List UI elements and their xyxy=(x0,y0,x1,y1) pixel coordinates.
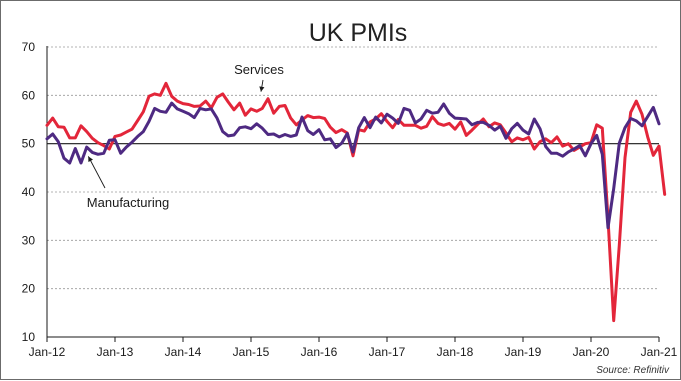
annotation-arrowhead-services xyxy=(259,86,265,92)
y-tick-label-40: 40 xyxy=(22,185,36,199)
y-tick-label-20: 20 xyxy=(22,282,36,296)
annotations: Services Manufacturing xyxy=(87,62,285,210)
x-tick-label-Jan-14: Jan-14 xyxy=(165,345,202,359)
x-tick-label-Jan-16: Jan-16 xyxy=(301,345,338,359)
x-tick-label-Jan-15: Jan-15 xyxy=(233,345,270,359)
annotation-label-manufacturing: Manufacturing xyxy=(87,195,169,210)
x-tick-label-Jan-17: Jan-17 xyxy=(369,345,406,359)
x-tick-label-Jan-19: Jan-19 xyxy=(505,345,542,359)
axes: 10 20 30 40 50 60 70 Jan-12 Jan-13 Jan-14 Jan-15 Ja… xyxy=(22,40,678,359)
chart-title: UK PMIs xyxy=(309,19,408,47)
annotation-label-services: Services xyxy=(234,62,284,77)
y-tick-label-60: 60 xyxy=(22,88,36,102)
annotation-arrowhead-manufacturing xyxy=(88,156,93,162)
gridlines xyxy=(47,46,659,290)
x-tick-label-Jan-18: Jan-18 xyxy=(437,345,474,359)
y-tick-label-10: 10 xyxy=(22,330,36,344)
series-lines xyxy=(45,81,667,323)
x-tick-label-Jan-21: Jan-21 xyxy=(641,345,678,359)
source-note: Source: Refinitiv xyxy=(596,365,670,376)
x-tick-label-Jan-13: Jan-13 xyxy=(97,345,134,359)
x-tick-label-Jan-20: Jan-20 xyxy=(573,345,610,359)
x-tick-label-Jan-12: Jan-12 xyxy=(29,345,66,359)
y-tick-label-50: 50 xyxy=(22,137,36,151)
y-tick-label-70: 70 xyxy=(22,40,36,54)
y-tick-label-30: 30 xyxy=(22,233,36,247)
annotation-leader-manufacturing xyxy=(87,156,106,189)
series-line-manufacturing xyxy=(45,101,661,230)
